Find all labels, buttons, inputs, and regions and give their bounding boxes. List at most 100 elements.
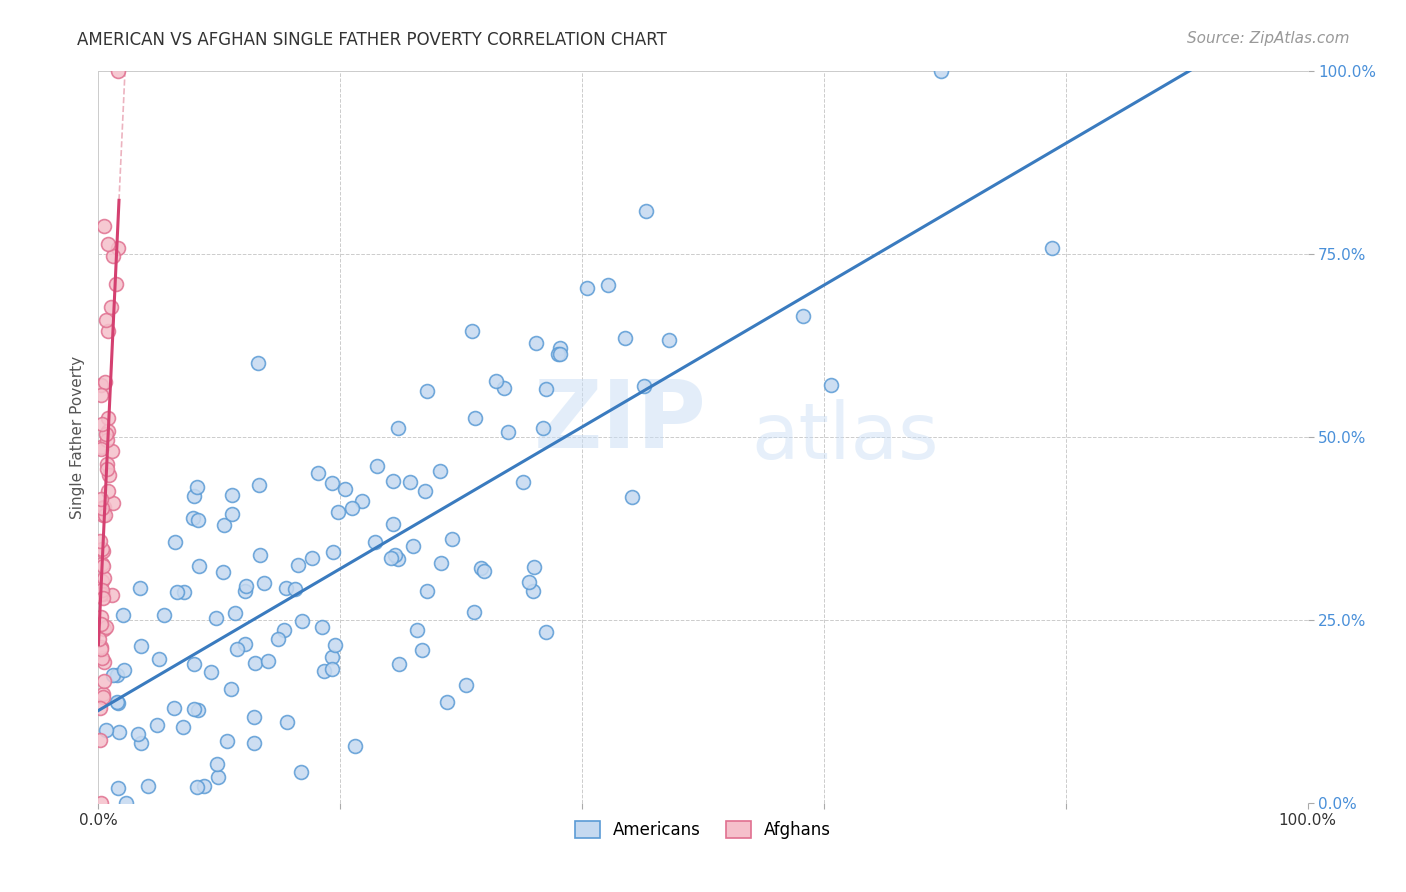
Point <box>411 643 433 657</box>
Point <box>620 490 643 504</box>
Point <box>415 483 437 498</box>
Point <box>166 584 188 599</box>
Point <box>90 388 112 402</box>
Point <box>243 710 266 724</box>
Point <box>575 281 598 295</box>
Point <box>366 458 388 473</box>
Point <box>187 703 209 717</box>
Y-axis label: Single Father Poverty: Single Father Poverty <box>70 356 86 518</box>
Point <box>107 241 129 255</box>
Point <box>253 575 276 590</box>
Point <box>91 587 114 601</box>
Point <box>90 586 112 600</box>
Text: ZIP: ZIP <box>534 376 707 468</box>
Point <box>97 425 120 439</box>
Point <box>186 780 208 794</box>
Point <box>89 701 111 715</box>
Point <box>274 581 297 595</box>
Point <box>266 632 288 646</box>
Point <box>416 583 439 598</box>
Point <box>517 574 540 589</box>
Point <box>148 652 170 666</box>
Point <box>94 723 117 737</box>
Point <box>187 513 209 527</box>
Point <box>333 482 356 496</box>
Point <box>382 474 405 488</box>
Point <box>193 779 215 793</box>
Point <box>94 620 117 634</box>
Point <box>90 542 112 557</box>
Point <box>127 727 149 741</box>
Point <box>929 64 952 78</box>
Point <box>340 501 363 516</box>
Point <box>416 384 439 398</box>
Point <box>96 462 118 476</box>
Point <box>380 551 402 566</box>
Point <box>183 702 205 716</box>
Point <box>321 661 343 675</box>
Point <box>107 64 129 78</box>
Point <box>93 623 115 637</box>
Point <box>242 736 264 750</box>
Point <box>226 642 249 657</box>
Point <box>90 557 112 571</box>
Point <box>233 583 256 598</box>
Point <box>460 324 482 338</box>
Point <box>90 642 112 657</box>
Point <box>382 517 405 532</box>
Point <box>633 379 655 393</box>
Point <box>93 571 115 585</box>
Point <box>352 494 374 508</box>
Point <box>91 651 114 665</box>
Point <box>98 468 121 483</box>
Point <box>247 356 270 370</box>
Point <box>188 558 211 573</box>
Point <box>186 480 208 494</box>
Point <box>323 638 346 652</box>
Point <box>97 411 120 425</box>
Point <box>90 640 112 655</box>
Point <box>205 757 228 772</box>
Point <box>429 464 451 478</box>
Point <box>97 324 120 338</box>
Point <box>328 505 350 519</box>
Point <box>276 715 298 730</box>
Point <box>613 330 636 344</box>
Point <box>94 508 117 522</box>
Point <box>205 611 228 625</box>
Point <box>172 720 194 734</box>
Point <box>104 277 127 291</box>
Point <box>94 313 117 327</box>
Point <box>496 425 519 439</box>
Point <box>429 556 451 570</box>
Point <box>89 533 111 548</box>
Point <box>494 381 516 395</box>
Point <box>90 492 112 507</box>
Point <box>224 607 246 621</box>
Point <box>512 475 534 489</box>
Point <box>90 796 112 810</box>
Point <box>290 765 312 780</box>
Point <box>221 507 243 521</box>
Point <box>90 574 112 589</box>
Point <box>96 457 118 471</box>
Point <box>93 655 115 669</box>
Point <box>550 341 572 355</box>
Point <box>247 478 270 492</box>
Point <box>364 535 387 549</box>
Point <box>93 508 115 522</box>
Point <box>454 678 477 692</box>
Point <box>402 539 425 553</box>
Point <box>820 378 842 392</box>
Point <box>183 489 205 503</box>
Point <box>301 550 323 565</box>
Point <box>399 475 422 489</box>
Point <box>145 718 167 732</box>
Point <box>90 442 112 457</box>
Point <box>384 548 406 562</box>
Point <box>89 733 111 747</box>
Point <box>406 623 429 637</box>
Point <box>96 483 118 498</box>
Point <box>470 561 492 575</box>
Point <box>287 558 309 573</box>
